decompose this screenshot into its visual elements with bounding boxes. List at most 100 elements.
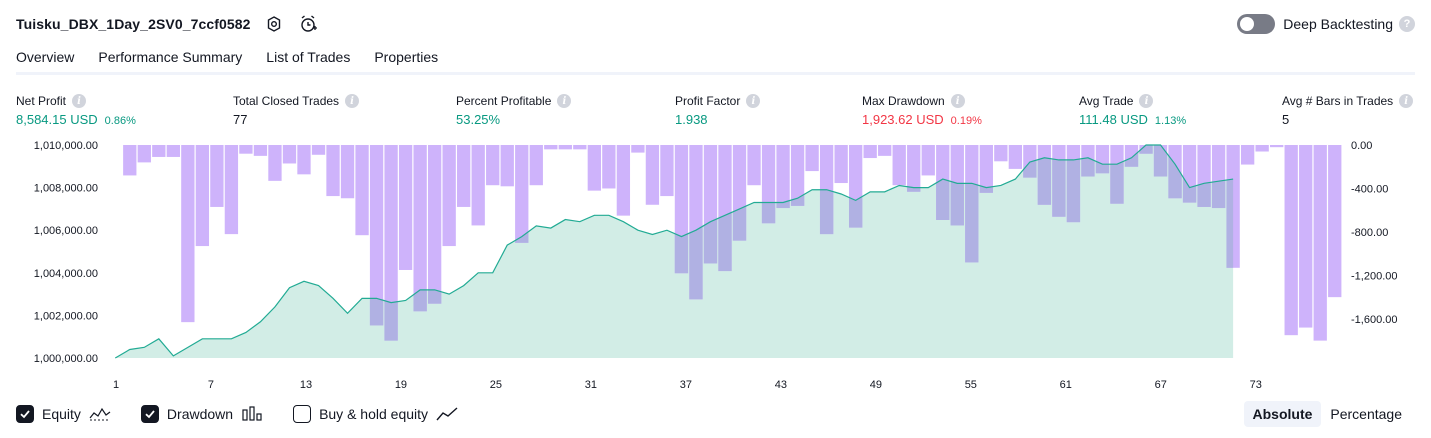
x-tick-label: 31	[585, 379, 597, 391]
drawdown-bar	[558, 145, 572, 150]
info-icon[interactable]: i	[950, 94, 965, 108]
drawdown-bar	[500, 145, 514, 187]
toggle-knob	[1240, 17, 1255, 31]
metric-avg-bars-in-trades: Avg # Bars in Trades i 5	[1282, 92, 1414, 130]
metric-label: Total Closed Trades	[233, 94, 340, 108]
tab-performance-summary[interactable]: Performance Summary	[98, 49, 243, 65]
drawdown-bar	[834, 145, 848, 184]
drawdown-bar-overlap	[1052, 145, 1066, 217]
legend-buy-hold[interactable]: Buy & hold equity	[293, 405, 458, 423]
y-left-tick-label: 1,006,000.00	[34, 225, 98, 237]
drawdown-bar	[921, 145, 935, 176]
info-icon[interactable]: i	[746, 94, 761, 108]
drawdown-bar	[268, 145, 282, 181]
y-right-tick-label: -800.00	[1351, 227, 1388, 239]
metric-value: 1,923.62 USD	[862, 112, 944, 127]
info-icon[interactable]: i	[557, 94, 572, 108]
legend-drawdown[interactable]: Drawdown	[140, 405, 263, 423]
y-left-tick-label: 1,008,000.00	[34, 183, 98, 195]
strategy-title: Tuisku_DBX_1Day_2SV0_7ccf0582	[16, 16, 251, 32]
tab-properties[interactable]: Properties	[374, 49, 439, 65]
drawdown-bar	[239, 145, 253, 154]
drawdown-bar	[181, 145, 195, 323]
metric-label: Net Profit	[16, 94, 67, 108]
y-left-tick-label: 1,000,000.00	[34, 353, 98, 365]
info-icon[interactable]: i	[1139, 94, 1154, 108]
metric-avg-trade: Avg Trade i 111.48 USD 1.13%	[1079, 92, 1186, 130]
x-tick-label: 73	[1250, 379, 1262, 391]
drawdown-bar	[1270, 145, 1284, 148]
metric-percent: 0.19%	[950, 115, 982, 127]
drawdown-bar	[747, 145, 761, 186]
metric-percent: 0.86%	[104, 115, 136, 127]
chart-legend: Equity Drawdown Buy & hold equity	[16, 403, 488, 425]
drawdown-bar	[573, 145, 587, 150]
y-right-tick-label: -400.00	[1351, 183, 1388, 195]
metric-value: 111.48 USD	[1079, 112, 1148, 127]
drawdown-bar	[515, 145, 529, 243]
legend-label: Drawdown	[166, 406, 234, 422]
add-alert-clock-icon[interactable]	[297, 13, 319, 35]
y-left-tick-label: 1,002,000.00	[34, 310, 98, 322]
absolute-button[interactable]: Absolute	[1243, 401, 1322, 427]
tab-list-of-trades[interactable]: List of Trades	[266, 49, 351, 65]
metric-total-closed-trades: Total Closed Trades i 77	[233, 92, 360, 130]
metric-value: 5	[1282, 112, 1290, 127]
deep-backtesting-toggle[interactable]	[1237, 14, 1276, 34]
metrics-row: Net Profit i 8,584.15 USD 0.86% Total Clos…	[0, 92, 1431, 132]
drawdown-bar	[340, 145, 355, 199]
drawdown-bar	[486, 145, 500, 186]
buy-hold-line-icon	[436, 406, 458, 422]
x-tick-label: 67	[1155, 379, 1167, 391]
drawdown-bar-overlap	[1153, 145, 1168, 177]
drawdown-checkbox[interactable]	[140, 405, 159, 423]
x-tick-label: 1	[113, 379, 119, 391]
drawdown-bar	[457, 145, 471, 207]
tab-overview[interactable]: Overview	[16, 44, 75, 75]
info-icon[interactable]: i	[345, 94, 360, 108]
y-right-tick-label: -1,600.00	[1351, 314, 1397, 326]
percentage-button[interactable]: Percentage	[1330, 406, 1402, 422]
drawdown-bar	[442, 145, 456, 247]
drawdown-bar-overlap	[1226, 145, 1234, 268]
drawdown-bar	[137, 145, 151, 163]
equity-drawdown-chart[interactable]: 1,010,000.00 1,008,000.00 1,006,000.00 1,00…	[0, 136, 1431, 398]
drawdown-bar	[863, 145, 877, 159]
drawdown-bar	[994, 145, 1008, 162]
legend-label: Equity	[42, 406, 81, 422]
metric-value: 1.938	[675, 112, 708, 127]
deep-backtesting-label: Deep Backtesting	[1283, 16, 1393, 32]
drawdown-bar	[152, 145, 166, 157]
drawdown-bar	[602, 145, 616, 189]
drawdown-bar	[253, 145, 268, 156]
y-right-tick-label: -1,200.00	[1351, 270, 1397, 282]
info-icon[interactable]: i	[72, 94, 87, 108]
drawdown-bar	[195, 145, 210, 247]
x-tick-label: 13	[300, 379, 312, 391]
drawdown-bar	[413, 145, 427, 312]
x-tick-label: 55	[965, 379, 977, 391]
buy-hold-checkbox[interactable]	[293, 405, 312, 423]
drawdown-bar-overlap	[1139, 145, 1153, 154]
info-icon[interactable]: i	[1399, 94, 1414, 108]
legend-equity[interactable]: Equity	[16, 405, 111, 423]
drawdown-bar-overlap	[1037, 145, 1052, 205]
metric-label: Avg # Bars in Trades	[1282, 94, 1394, 108]
gear-icon[interactable]	[263, 13, 285, 35]
drawdown-bar	[587, 145, 601, 191]
equity-checkbox[interactable]	[16, 405, 34, 423]
drawdown-bar	[1299, 145, 1313, 328]
drawdown-bar	[326, 145, 340, 197]
help-icon[interactable]: ?	[1399, 16, 1415, 32]
drawdown-bar	[384, 145, 398, 341]
drawdown-bar	[616, 145, 631, 216]
drawdown-bar	[979, 145, 993, 193]
drawdown-bar	[224, 145, 239, 235]
drawdown-bar	[166, 145, 180, 157]
equity-line	[114, 144, 1234, 359]
drawdown-bar	[645, 145, 660, 205]
report-tabs: Overview Performance Summary List of Tra…	[16, 44, 462, 75]
drawdown-bar	[790, 145, 805, 206]
drawdown-bar-overlap	[1066, 145, 1081, 223]
x-tick-label: 61	[1060, 379, 1072, 391]
